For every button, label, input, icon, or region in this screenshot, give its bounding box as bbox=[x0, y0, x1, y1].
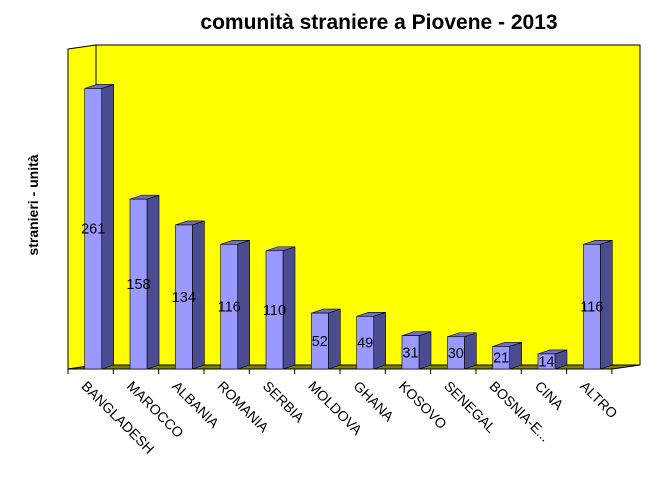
bar-4 bbox=[265, 246, 296, 370]
bar-6 bbox=[356, 311, 386, 370]
category-label: CINA bbox=[532, 378, 567, 413]
value-label: 49 bbox=[357, 336, 373, 352]
bar-10 bbox=[537, 349, 568, 370]
bar-front bbox=[84, 88, 102, 370]
bar-front bbox=[175, 224, 193, 370]
bar-side bbox=[509, 342, 522, 370]
value-label: 116 bbox=[218, 300, 241, 316]
bar-9 bbox=[492, 342, 522, 370]
category-label: KOSOVO bbox=[396, 378, 450, 432]
value-label: 31 bbox=[402, 345, 418, 361]
value-label: 14 bbox=[538, 354, 554, 370]
category-label: ALTRO bbox=[577, 378, 621, 422]
value-label: 30 bbox=[448, 346, 464, 362]
bar-front bbox=[401, 335, 420, 370]
value-label: 21 bbox=[493, 351, 509, 367]
bar-front bbox=[582, 244, 601, 370]
bar-front bbox=[492, 346, 510, 370]
bar-2 bbox=[175, 220, 205, 370]
bar-front bbox=[537, 353, 556, 370]
y-axis-label: stranieri - unità bbox=[25, 154, 41, 255]
value-labels-group: 261 158 134 116 110 52 49 31 30 21 14 116 bbox=[81, 222, 603, 371]
bar-side bbox=[328, 308, 341, 370]
category-labels-group: BANGLADESHMAROCCOALBANIAROMANIASERBIAMOL… bbox=[79, 378, 621, 457]
value-label: 52 bbox=[312, 334, 328, 350]
bar-side bbox=[418, 331, 432, 370]
x-axis-ticks bbox=[67, 369, 613, 374]
bar-7 bbox=[401, 331, 432, 370]
bar-11 bbox=[582, 239, 613, 370]
bar-front bbox=[220, 244, 238, 370]
bar-5 bbox=[311, 308, 341, 370]
bar-front bbox=[129, 198, 148, 370]
bar-front bbox=[447, 336, 465, 370]
value-label: 158 bbox=[126, 277, 150, 293]
bar-side bbox=[464, 332, 477, 370]
bar-front bbox=[265, 250, 284, 370]
value-label: 110 bbox=[263, 303, 286, 319]
bar-3 bbox=[220, 239, 250, 370]
bar-front bbox=[311, 312, 329, 370]
bar-front bbox=[356, 316, 374, 370]
bar-0 bbox=[84, 84, 114, 370]
value-label: 116 bbox=[580, 300, 603, 316]
value-label: 134 bbox=[172, 290, 196, 306]
bar-8 bbox=[447, 332, 477, 370]
bar-1 bbox=[129, 194, 160, 370]
bars-group bbox=[84, 84, 613, 370]
chart-title: comunità straniere a Piovene - 2013 bbox=[200, 11, 557, 34]
bar-side bbox=[373, 311, 386, 370]
value-label: 261 bbox=[81, 222, 105, 238]
